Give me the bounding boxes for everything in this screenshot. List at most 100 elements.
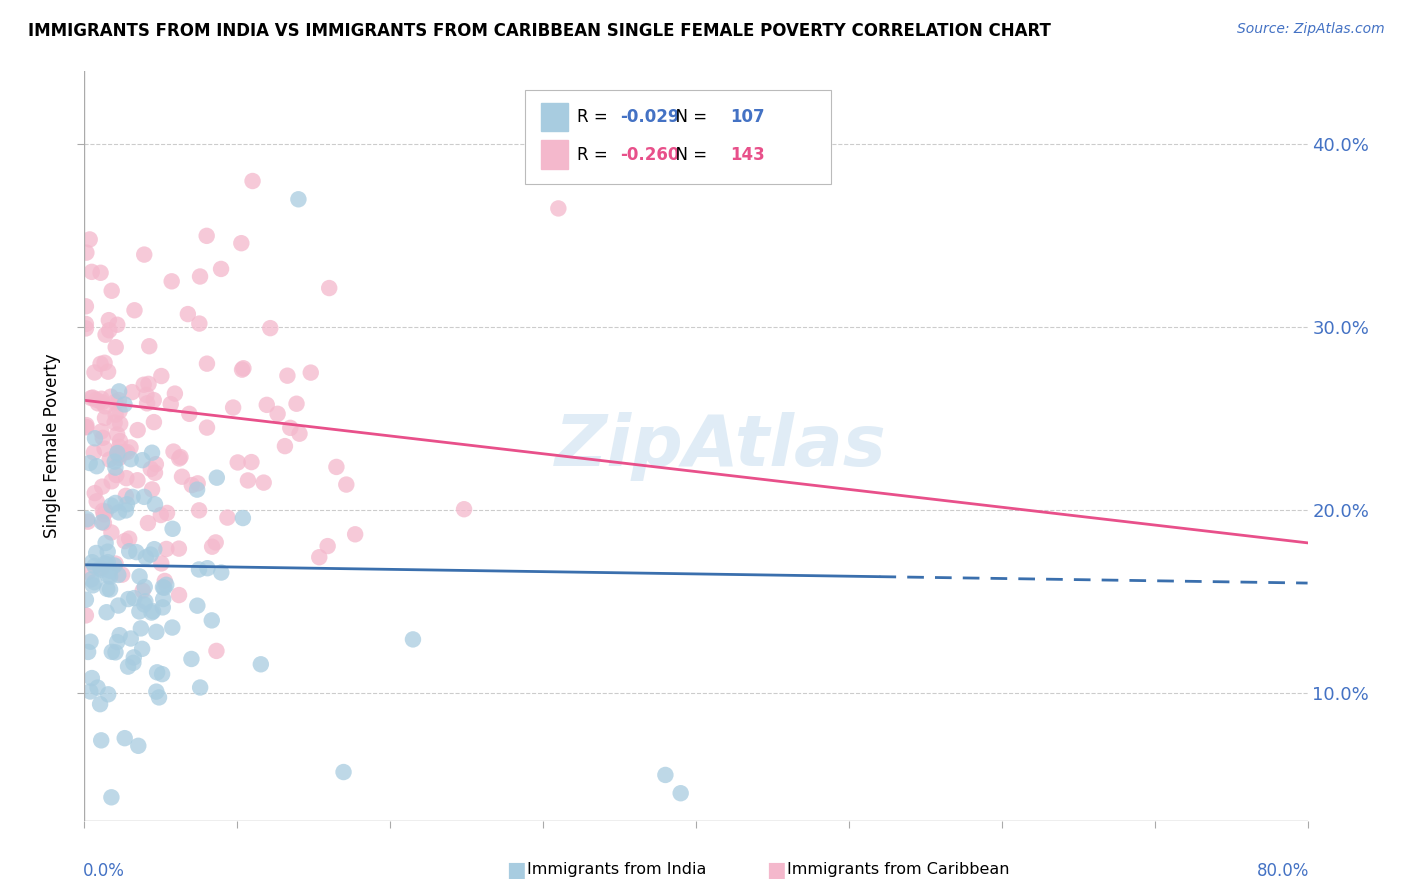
Point <box>209 262 232 277</box>
Text: -0.260: -0.260 <box>620 145 679 163</box>
Point <box>134 598 156 612</box>
Point <box>155 578 177 592</box>
Point <box>145 457 167 471</box>
Point <box>134 247 156 261</box>
Point <box>138 376 160 391</box>
Point <box>266 407 288 421</box>
Point <box>107 568 129 582</box>
Text: 143: 143 <box>730 145 765 163</box>
Point <box>120 441 142 455</box>
Point <box>91 504 114 518</box>
Point <box>91 431 114 445</box>
Point <box>79 634 101 648</box>
Point <box>153 574 176 588</box>
Point <box>115 497 138 511</box>
Point <box>80 391 103 405</box>
Point <box>259 321 281 335</box>
Point <box>132 377 155 392</box>
Point <box>91 480 114 494</box>
Point <box>274 439 297 453</box>
Point <box>170 469 193 483</box>
Point <box>97 568 120 582</box>
Point <box>98 569 121 583</box>
Point <box>108 384 131 399</box>
Point <box>86 681 108 695</box>
Point <box>103 558 125 573</box>
Point <box>75 299 97 313</box>
Point <box>89 561 111 575</box>
Point <box>143 497 166 511</box>
Point <box>152 580 174 594</box>
Point <box>136 516 159 530</box>
Point <box>77 565 100 579</box>
Point <box>242 174 264 188</box>
Point <box>115 471 138 485</box>
Point <box>94 327 117 342</box>
Point <box>236 474 259 488</box>
Point <box>122 650 145 665</box>
Point <box>204 535 226 549</box>
Point <box>90 266 112 280</box>
Point <box>101 645 124 659</box>
Point <box>135 388 157 402</box>
Point <box>325 459 347 474</box>
Point <box>79 456 101 470</box>
Point <box>79 684 101 698</box>
Text: 107: 107 <box>730 108 765 126</box>
Point <box>127 423 149 437</box>
Y-axis label: Single Female Poverty: Single Female Poverty <box>44 354 62 538</box>
Point <box>93 508 115 522</box>
Point <box>217 510 239 524</box>
Point <box>90 357 112 371</box>
Point <box>94 536 117 550</box>
Point <box>75 418 97 433</box>
Point <box>82 555 104 569</box>
Point <box>84 546 107 560</box>
Point <box>148 690 170 705</box>
Point <box>122 656 145 670</box>
Point <box>141 606 163 620</box>
Text: ZipAtlas: ZipAtlas <box>554 411 886 481</box>
Point <box>209 566 232 580</box>
Point <box>82 578 104 592</box>
Point <box>332 765 354 780</box>
Point <box>150 557 173 571</box>
Point <box>180 652 202 666</box>
Point <box>107 445 129 459</box>
Point <box>278 421 301 435</box>
Point <box>93 442 115 456</box>
Point <box>118 544 141 558</box>
Point <box>205 644 228 658</box>
Point <box>143 542 166 557</box>
Point <box>127 473 149 487</box>
Point <box>121 385 143 400</box>
Point <box>91 515 114 529</box>
Point <box>139 462 162 476</box>
Point <box>188 269 211 284</box>
Point <box>91 561 114 575</box>
Point <box>163 386 186 401</box>
Point <box>240 455 263 469</box>
Point <box>97 687 120 701</box>
Point <box>276 368 298 383</box>
Text: R =: R = <box>578 108 613 126</box>
Point <box>167 451 190 466</box>
Point <box>179 407 201 421</box>
Point <box>104 557 127 571</box>
Point <box>93 356 115 370</box>
Point <box>250 657 273 672</box>
Point <box>201 613 224 627</box>
Point <box>86 494 108 508</box>
Point <box>131 641 153 656</box>
Point <box>180 478 202 492</box>
Point <box>141 483 163 497</box>
Point <box>159 397 181 411</box>
Point <box>669 786 692 800</box>
Point <box>107 599 129 613</box>
Point <box>117 592 139 607</box>
Point <box>167 588 190 602</box>
Point <box>160 274 183 288</box>
Point <box>132 583 155 598</box>
Text: ■: ■ <box>766 860 786 880</box>
Point <box>344 527 367 541</box>
